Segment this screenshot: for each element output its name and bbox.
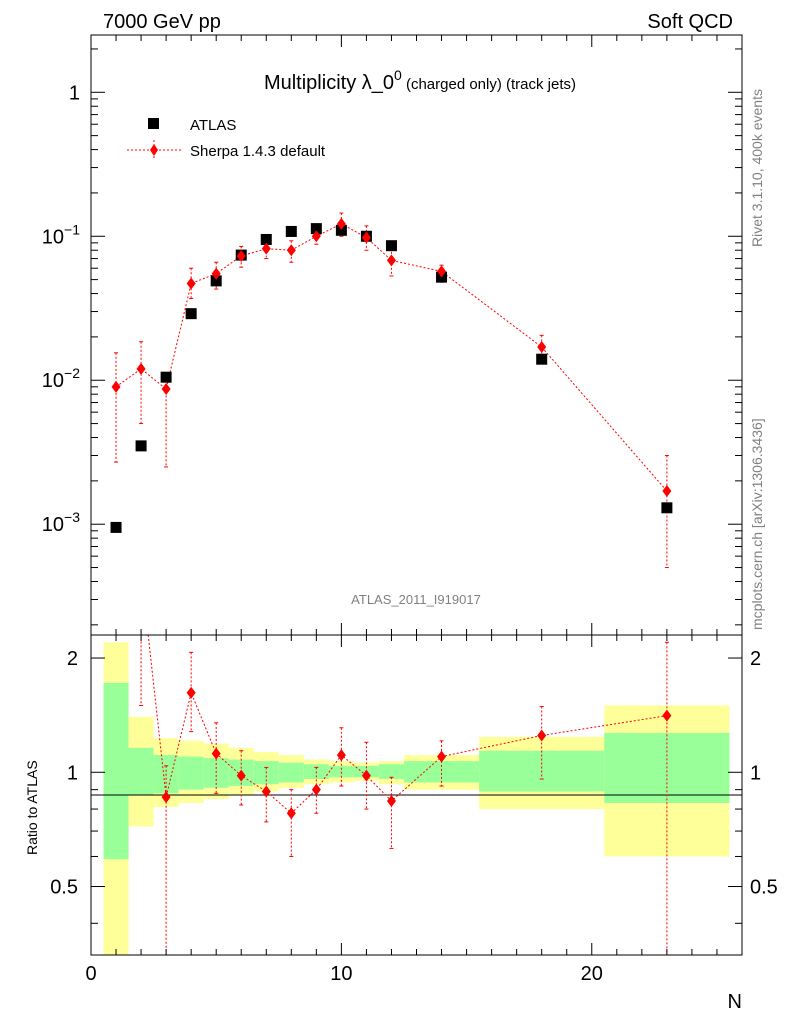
ratio-band-inner bbox=[278, 762, 304, 783]
chart-title-superscript: 0 bbox=[394, 67, 402, 83]
legend: ATLAS Sherpa 1.4.3 default bbox=[127, 117, 326, 160]
header-energy: 7000 GeV pp bbox=[103, 11, 221, 33]
sherpa-point bbox=[537, 341, 547, 354]
sherpa-point bbox=[662, 485, 672, 498]
ratio-series-layer bbox=[137, 565, 672, 955]
main-panel: 10−310−210−11 Multiplicity λ_00 (charged… bbox=[42, 34, 743, 636]
y-tick-exponent: −2 bbox=[64, 365, 80, 381]
ratio-panel: 0 10 20 0.5 0.5 1 1 2 2 Ratio to ATLAS N bbox=[24, 565, 778, 1013]
main-y-tick-label: 10−3 bbox=[42, 509, 80, 536]
header-category: Soft QCD bbox=[647, 11, 733, 33]
atlas-point bbox=[210, 275, 222, 287]
ratio-sherpa-point bbox=[236, 769, 246, 782]
atlas-point bbox=[285, 225, 297, 237]
atlas-point bbox=[310, 223, 322, 235]
sherpa-point bbox=[186, 277, 196, 290]
atlas-point bbox=[110, 521, 122, 533]
ratio-band-inner bbox=[178, 756, 204, 790]
ratio-band-inner bbox=[403, 761, 480, 783]
ratio-sherpa-point bbox=[137, 565, 146, 577]
sherpa-point bbox=[286, 244, 296, 257]
x-tick-label: 20 bbox=[581, 963, 603, 985]
ratio-sherpa-point bbox=[361, 769, 371, 782]
x-tick-label: 0 bbox=[85, 963, 96, 985]
sherpa-point bbox=[161, 382, 171, 395]
atlas-point bbox=[661, 502, 673, 514]
ratio-sherpa-point bbox=[211, 747, 221, 760]
atlas-point bbox=[385, 240, 397, 252]
legend-marker-atlas bbox=[148, 118, 159, 129]
main-series-layer bbox=[110, 212, 673, 569]
ratio-y-tick-label-right: 0.5 bbox=[750, 877, 778, 899]
main-frame bbox=[90, 34, 743, 636]
chart-title-main: Multiplicity λ_0 bbox=[264, 72, 394, 94]
y-tick-base: 10 bbox=[42, 514, 64, 536]
ratio-y-tick-label-right: 1 bbox=[750, 762, 761, 784]
atlas-point bbox=[335, 224, 347, 236]
ratio-sherpa-point bbox=[386, 795, 396, 808]
x-axis-label: N bbox=[728, 991, 742, 1013]
ratio-sherpa-point bbox=[311, 783, 321, 796]
sherpa-point bbox=[236, 249, 246, 262]
rivet-label: Rivet 3.1.10, 400k events bbox=[749, 89, 765, 247]
sherpa-point bbox=[136, 362, 146, 375]
ratio-sherpa-point bbox=[662, 709, 672, 722]
y-tick-exponent: −1 bbox=[64, 221, 80, 237]
sherpa-point bbox=[111, 380, 121, 393]
legend-label-atlas: ATLAS bbox=[190, 117, 236, 134]
ratio-sherpa-point bbox=[437, 750, 447, 763]
sherpa-point bbox=[211, 267, 221, 280]
ratio-band-inner bbox=[378, 764, 404, 780]
ratio-y-tick-label-right: 2 bbox=[750, 648, 761, 670]
atlas-point bbox=[160, 371, 172, 383]
sherpa-point bbox=[311, 230, 321, 243]
sherpa-point bbox=[437, 265, 447, 278]
y-tick-exponent: −3 bbox=[64, 509, 80, 525]
ratio-y-tick-label: 2 bbox=[67, 648, 78, 670]
sherpa-point bbox=[261, 242, 271, 255]
x-tick-label: 10 bbox=[330, 963, 352, 985]
main-y-tick-label: 10−1 bbox=[42, 221, 80, 248]
ratio-sherpa-point bbox=[286, 807, 296, 820]
ratio-y-tick-label: 1 bbox=[67, 762, 78, 784]
ratio-sherpa-point bbox=[161, 791, 171, 804]
ratio-y-tick-label: 0.5 bbox=[50, 877, 78, 899]
mcplots-label: mcplots.cern.ch [arXiv:1306.3436] bbox=[749, 418, 765, 630]
y-tick-base: 1 bbox=[69, 82, 80, 104]
main-y-tick-label: 1 bbox=[69, 82, 80, 104]
chart-title: Multiplicity λ_00 (charged only) (track … bbox=[264, 67, 576, 94]
ratio-bands-layer bbox=[103, 642, 730, 955]
ratio-sherpa-point bbox=[537, 729, 547, 742]
y-tick-base: 10 bbox=[42, 226, 64, 248]
sherpa-point bbox=[386, 254, 396, 267]
sherpa-point bbox=[361, 231, 371, 244]
atlas-point bbox=[260, 233, 272, 245]
ratio-sherpa-point bbox=[336, 749, 346, 762]
atlas-point bbox=[135, 440, 147, 452]
atlas-point bbox=[536, 353, 548, 365]
ratio-band-inner bbox=[328, 765, 354, 778]
y-tick-base: 10 bbox=[42, 370, 64, 392]
legend-label-sherpa: Sherpa 1.4.3 default bbox=[190, 143, 326, 160]
main-axes: 10−310−210−11 bbox=[42, 35, 743, 635]
sherpa-point bbox=[336, 217, 346, 230]
atlas-point bbox=[185, 308, 197, 320]
legend-marker-sherpa bbox=[150, 144, 158, 156]
ratio-sherpa-point bbox=[186, 686, 196, 699]
main-y-tick-label: 10−2 bbox=[42, 365, 80, 392]
analysis-watermark: ATLAS_2011_I919017 bbox=[351, 592, 481, 607]
ratio-band-inner bbox=[128, 747, 154, 796]
ratio-sherpa-point bbox=[261, 785, 271, 798]
chart-title-suffix: (charged only) (track jets) bbox=[402, 76, 576, 93]
ratio-band-inner bbox=[103, 682, 129, 860]
ratio-ylabel: Ratio to ATLAS bbox=[24, 760, 40, 855]
ratio-axes: 0 10 20 0.5 0.5 1 1 2 2 bbox=[50, 635, 778, 985]
